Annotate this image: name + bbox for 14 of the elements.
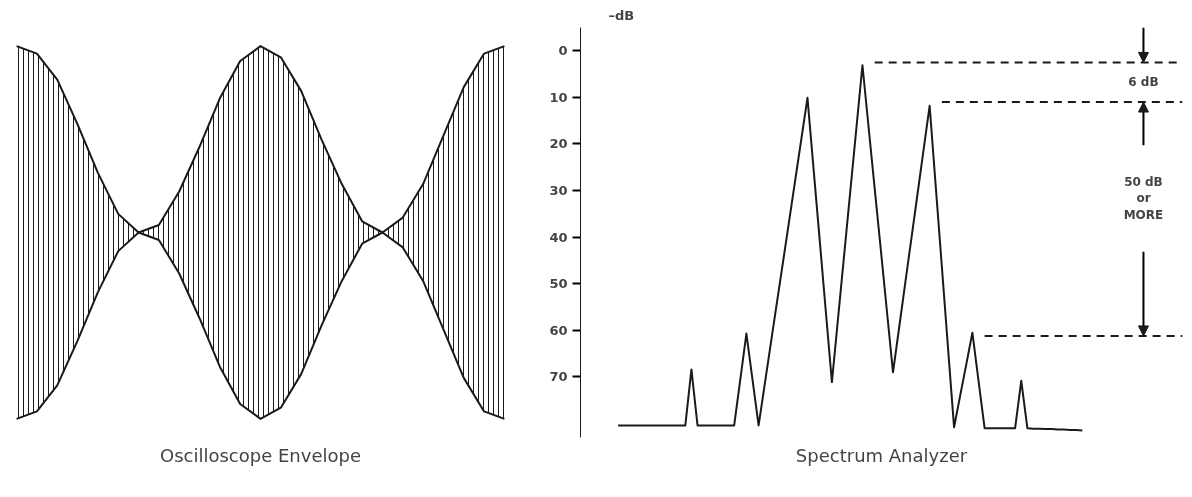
- line-series: [617, 64, 1084, 432]
- text: Spectrum Analyzer: [795, 444, 968, 466]
- y-tick-label: 50: [549, 276, 568, 292]
- y-tick-label: 40: [549, 229, 568, 245]
- y-tick-label: 0: [558, 43, 568, 59]
- y-tick-label: 60: [549, 322, 568, 338]
- y-tick-label: 10: [549, 89, 568, 105]
- y-tick-label: 30: [549, 183, 568, 199]
- text: 50 dB or MORE: [1123, 174, 1164, 223]
- y-tick-label: 70: [549, 369, 568, 385]
- y-axis-title: –dB: [608, 7, 635, 23]
- y-tick-label: 20: [549, 136, 568, 152]
- text: Oscilloscope Envelope: [160, 444, 362, 466]
- text: 6 dB: [1128, 75, 1159, 90]
